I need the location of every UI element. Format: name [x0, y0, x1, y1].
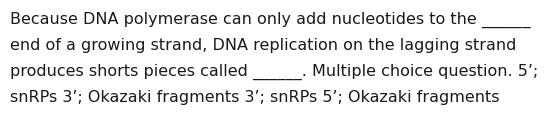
Text: end of a growing strand, DNA replication on the lagging strand: end of a growing strand, DNA replication… — [10, 38, 516, 53]
Text: snRPs 3’; Okazaki fragments 3’; snRPs 5’; Okazaki fragments: snRPs 3’; Okazaki fragments 3’; snRPs 5’… — [10, 90, 499, 105]
Text: produces shorts pieces called ______. Multiple choice question. 5’;: produces shorts pieces called ______. Mu… — [10, 64, 538, 80]
Text: Because DNA polymerase can only add nucleotides to the ______: Because DNA polymerase can only add nucl… — [10, 12, 531, 28]
